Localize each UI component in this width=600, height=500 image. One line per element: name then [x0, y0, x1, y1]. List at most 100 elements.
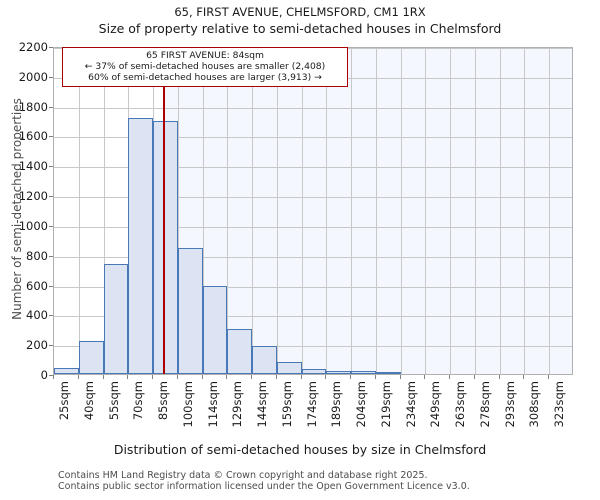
gridline-horizontal	[54, 167, 572, 169]
y-axis-tick-mark	[49, 285, 53, 287]
x-axis-tick-label: 114sqm	[205, 381, 220, 428]
x-axis-tick-label: 323sqm	[552, 381, 567, 428]
x-axis-tick-label: 100sqm	[180, 381, 195, 428]
y-axis-tick-mark	[49, 166, 53, 168]
x-axis-tick-mark	[449, 375, 451, 379]
y-axis-tick-label: 1000	[18, 218, 48, 233]
x-axis-tick-mark	[374, 375, 376, 379]
x-axis-tick-label: 70sqm	[131, 381, 146, 421]
gridline-vertical	[103, 48, 105, 374]
x-axis-tick-label: 219sqm	[378, 381, 393, 428]
gridline-horizontal	[54, 226, 572, 228]
x-axis-tick-label: 85sqm	[156, 381, 171, 421]
x-axis-tick-mark	[275, 375, 277, 379]
x-axis-tick-mark	[152, 375, 154, 379]
y-axis-tick-label: 1400	[18, 159, 48, 174]
annotation-line-2: ← 37% of semi-detached houses are smalle…	[84, 61, 326, 72]
y-axis-tick-mark	[49, 375, 53, 376]
x-axis-tick-label: 144sqm	[255, 381, 270, 428]
y-axis-tick-mark	[49, 225, 53, 227]
x-axis-tick-label: 189sqm	[329, 381, 344, 428]
x-axis-tick-mark	[53, 375, 54, 379]
histogram-bar	[177, 248, 203, 374]
x-axis-tick-mark	[399, 375, 401, 379]
x-axis-tick-mark	[300, 375, 302, 379]
y-axis-tick-label: 1800	[18, 99, 48, 114]
x-axis-tick-label: 55sqm	[106, 381, 121, 421]
x-axis-tick-mark	[350, 375, 352, 379]
gridline-vertical	[549, 48, 551, 374]
plot-area	[53, 47, 573, 375]
x-axis-tick-label: 40sqm	[81, 381, 96, 421]
histogram-bar	[54, 368, 79, 374]
property-size-marker-line	[162, 48, 165, 374]
gridline-vertical	[252, 48, 254, 374]
y-axis-tick-label: 600	[26, 278, 48, 293]
y-axis-tick-mark	[49, 136, 53, 138]
x-axis-tick-label: 263sqm	[453, 381, 468, 428]
gridline-vertical	[177, 48, 179, 374]
gridline-vertical	[375, 48, 377, 374]
x-axis-tick-label: 129sqm	[230, 381, 245, 428]
histogram-bar	[202, 286, 228, 374]
gridline-vertical	[499, 48, 501, 374]
y-axis-tick-label: 2200	[18, 40, 48, 54]
chart-footer: Contains HM Land Registry data © Crown c…	[58, 470, 598, 492]
gridline-vertical	[78, 48, 80, 374]
x-axis-tick-mark	[251, 375, 253, 379]
gridline-vertical	[450, 48, 452, 374]
chart-title-block: 65, FIRST AVENUE, CHELMSFORD, CM1 1RX Si…	[0, 4, 600, 38]
y-axis-tick-label: 2000	[18, 69, 48, 84]
x-axis-tick-mark	[325, 375, 327, 379]
x-axis-tick-mark	[226, 375, 228, 379]
page-title: 65, FIRST AVENUE, CHELMSFORD, CM1 1RX	[174, 5, 426, 19]
x-axis-tick-mark	[201, 375, 203, 379]
y-axis-tick-mark	[49, 47, 53, 48]
gridline-horizontal	[54, 137, 572, 139]
gridline-vertical	[202, 48, 204, 374]
gridline-horizontal	[54, 107, 572, 109]
x-axis-tick-label: 308sqm	[527, 381, 542, 428]
y-axis-tick-label: 1600	[18, 129, 48, 144]
gridline-horizontal	[54, 316, 572, 318]
chart-subtitle: Size of property relative to semi-detach…	[98, 21, 502, 36]
x-axis-tick-label: 278sqm	[477, 381, 492, 428]
annotation-line-1: 65 FIRST AVENUE: 84sqm	[146, 50, 264, 61]
gridline-vertical	[276, 48, 278, 374]
x-axis-tick-label: 249sqm	[428, 381, 443, 428]
gridline-horizontal	[54, 197, 572, 199]
x-axis-tick-label: 234sqm	[403, 381, 418, 428]
gridline-horizontal	[54, 346, 572, 348]
property-annotation-box: 65 FIRST AVENUE: 84sqm ← 37% of semi-det…	[62, 47, 348, 87]
footer-line-1: Contains HM Land Registry data © Crown c…	[58, 470, 428, 481]
y-axis-title: Number of semi-detached properties	[10, 98, 24, 320]
gridline-vertical	[425, 48, 427, 374]
y-axis-tick-label: 1200	[18, 189, 48, 204]
histogram-bar	[301, 368, 327, 374]
histogram-bar	[351, 371, 376, 374]
histogram-bar	[326, 371, 352, 374]
x-axis-tick-label: 293sqm	[502, 381, 517, 428]
histogram-bar	[252, 346, 277, 374]
gridline-horizontal	[54, 256, 572, 258]
x-axis-tick-label: 204sqm	[354, 381, 369, 428]
x-axis-tick-mark	[498, 375, 500, 379]
y-axis-tick-mark	[49, 345, 53, 347]
y-axis-tick-mark	[49, 76, 53, 78]
y-axis-tick-mark	[49, 255, 53, 257]
x-axis-tick-mark	[523, 375, 525, 379]
histogram-bar	[276, 362, 302, 374]
gridline-vertical	[227, 48, 229, 374]
x-axis-tick-label: 174sqm	[304, 381, 319, 428]
y-axis-tick-label: 0	[40, 368, 48, 382]
gridline-vertical	[524, 48, 526, 374]
x-axis-tick-label: 159sqm	[279, 381, 294, 428]
y-axis-tick-label: 400	[26, 308, 48, 323]
x-axis-tick-mark	[176, 375, 178, 379]
y-axis-tick-mark	[49, 106, 53, 108]
histogram-bar	[78, 341, 104, 374]
y-axis-tick-label: 200	[26, 338, 48, 353]
y-axis-tick-label: 800	[26, 248, 48, 263]
annotation-line-3: 60% of semi-detached houses are larger (…	[88, 72, 322, 83]
x-axis-tick-label: 25sqm	[57, 381, 71, 421]
